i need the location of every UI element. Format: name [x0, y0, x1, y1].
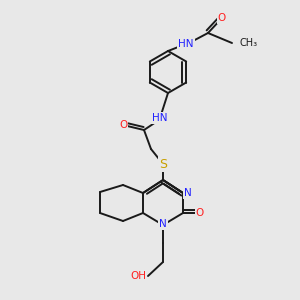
Text: OH: OH: [130, 271, 146, 281]
Text: HN: HN: [178, 39, 194, 49]
Text: O: O: [119, 120, 127, 130]
Text: N: N: [159, 219, 167, 229]
Text: O: O: [196, 208, 204, 218]
Text: S: S: [159, 158, 167, 170]
Text: N: N: [184, 188, 192, 198]
Text: O: O: [218, 13, 226, 23]
Text: HN: HN: [152, 113, 168, 123]
Text: CH₃: CH₃: [239, 38, 257, 48]
